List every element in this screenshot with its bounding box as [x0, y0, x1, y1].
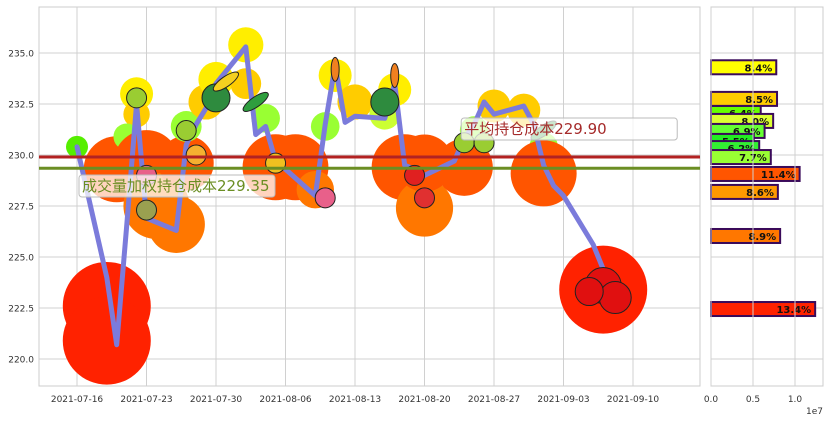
- x-tick-label: 2021-08-20: [398, 395, 451, 405]
- bar-x-tick-label: 1.0: [788, 395, 803, 405]
- kiwi-icon-shape: [126, 87, 148, 109]
- cost-label: 成交量加权持仓成本229.35: [82, 177, 270, 195]
- price-line-group: [74, 44, 606, 348]
- strawberry-icon: [404, 164, 426, 186]
- watermelon-icon: [370, 87, 400, 117]
- y-tick-label: 235.0: [8, 50, 34, 60]
- radish-icon: [314, 187, 336, 209]
- volume-bar-label: 8.9%: [748, 232, 776, 243]
- apple-icon-shape: [574, 277, 604, 307]
- volume-bar-label: 8.5%: [745, 95, 773, 106]
- x-tick-label: 2021-07-16: [51, 395, 104, 405]
- volume-bar-label: 8.0%: [741, 117, 769, 128]
- kiwi-icon-shape: [175, 120, 197, 142]
- y-tick-label: 232.5: [8, 101, 34, 111]
- x-tick-label: 2021-09-03: [537, 395, 589, 405]
- kiwi-icon: [175, 120, 197, 142]
- cost-label-box: [78, 174, 276, 198]
- x-tick-label: 2021-07-23: [120, 395, 172, 405]
- main-axes: 2021-07-16 2021-07-23 2021-07-30 2021-08-06…: [8, 50, 659, 406]
- bar-x-offset-label: 1e7: [806, 407, 823, 417]
- volume-bar-label: 8.4%: [745, 63, 773, 74]
- cost-lines: 平均持仓成本229.90 成交量加权持仓成本229.35: [39, 117, 700, 198]
- volume-blob: [337, 84, 373, 120]
- x-tick-label: 2021-08-06: [259, 395, 312, 405]
- banana-icon: [212, 71, 240, 92]
- volume-bar-label: 8.6%: [746, 188, 774, 199]
- y-tick-label: 225.0: [8, 254, 34, 264]
- apple-icon: [574, 267, 632, 315]
- pear-icon-shape: [136, 199, 157, 221]
- cost-label-box: [460, 117, 678, 141]
- banana-icon-shape: [212, 71, 240, 92]
- apple-icon-shape: [598, 281, 632, 315]
- y-tick-label: 222.5: [8, 305, 34, 315]
- watermelon-icon-shape: [370, 87, 400, 117]
- bar-x-tick-label: 0.5: [746, 395, 760, 405]
- pineapple-icon: [185, 144, 207, 166]
- volume-blob: [251, 103, 280, 133]
- pea-pod-icon-shape: [242, 91, 269, 112]
- radish-icon-shape: [314, 187, 336, 209]
- bar-x-tick-label: 0.0: [704, 395, 719, 405]
- volume-bar-label: 13.4%: [776, 305, 811, 316]
- watermelon-slice-icon: [414, 187, 435, 209]
- y-tick-label: 230.0: [8, 152, 34, 162]
- pea-pod-icon: [242, 91, 269, 112]
- cost-label: 平均持仓成本229.90: [464, 120, 607, 138]
- carrot-icon-shape: [390, 62, 400, 88]
- strawberry-icon-shape: [404, 164, 426, 186]
- price-line: [74, 44, 606, 348]
- volume-bar-label: 11.4%: [761, 170, 796, 181]
- volume-blob: [62, 296, 151, 385]
- volume-profile-panel: 8.4%8.5%6.4%8.0%6.9%5.5%6.2%7.7%11.4%8.6…: [704, 6, 824, 417]
- carrot-icon: [390, 62, 400, 88]
- pear-icon: [136, 199, 157, 221]
- x-tick-label: 2021-08-13: [329, 395, 381, 405]
- kiwi-icon: [126, 87, 148, 109]
- carrot-icon: [330, 56, 340, 82]
- y-tick-label: 220.0: [8, 356, 34, 366]
- watermelon-slice-icon-shape: [414, 187, 435, 209]
- x-tick-label: 2021-08-27: [468, 395, 520, 405]
- carrot-icon-shape: [330, 56, 340, 82]
- volume-bar-label: 6.9%: [733, 127, 761, 138]
- y-tick-label: 227.5: [8, 203, 34, 213]
- x-tick-label: 2021-09-10: [607, 395, 660, 405]
- pineapple-icon-shape: [185, 144, 207, 166]
- x-tick-label: 2021-07-30: [190, 395, 243, 405]
